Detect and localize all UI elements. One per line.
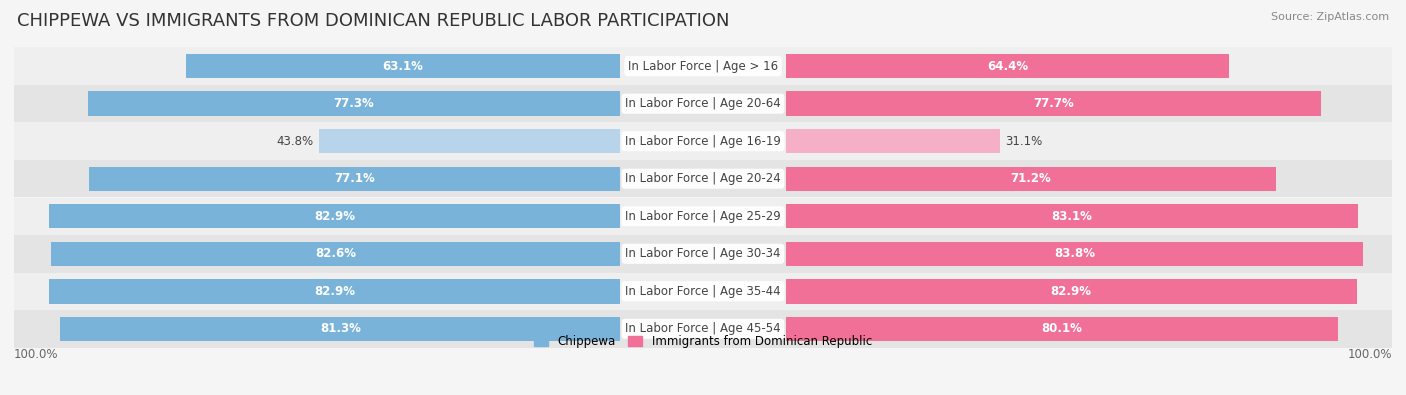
Text: 82.9%: 82.9% <box>1050 285 1091 298</box>
Text: 82.6%: 82.6% <box>315 247 356 260</box>
Bar <box>14 235 1392 273</box>
Text: Source: ZipAtlas.com: Source: ZipAtlas.com <box>1271 12 1389 22</box>
Bar <box>319 129 620 153</box>
Text: 83.1%: 83.1% <box>1052 210 1092 223</box>
Text: CHIPPEWA VS IMMIGRANTS FROM DOMINICAN REPUBLIC LABOR PARTICIPATION: CHIPPEWA VS IMMIGRANTS FROM DOMINICAN RE… <box>17 12 730 30</box>
Bar <box>49 279 620 303</box>
Bar <box>60 317 620 341</box>
Bar <box>14 160 1392 198</box>
Text: In Labor Force | Age 45-54: In Labor Force | Age 45-54 <box>626 322 780 335</box>
Bar <box>786 54 1229 78</box>
Text: 71.2%: 71.2% <box>1011 172 1052 185</box>
Bar <box>51 242 620 266</box>
Text: In Labor Force | Age 20-64: In Labor Force | Age 20-64 <box>626 97 780 110</box>
Text: 80.1%: 80.1% <box>1042 322 1083 335</box>
Bar <box>786 92 1322 116</box>
Bar <box>786 317 1337 341</box>
Bar <box>786 204 1358 228</box>
Legend: Chippewa, Immigrants from Dominican Republic: Chippewa, Immigrants from Dominican Repu… <box>534 335 872 348</box>
Text: 100.0%: 100.0% <box>1347 348 1392 361</box>
Text: 82.9%: 82.9% <box>315 285 356 298</box>
Bar <box>786 129 1000 153</box>
Text: In Labor Force | Age > 16: In Labor Force | Age > 16 <box>628 60 778 73</box>
Bar <box>89 167 620 191</box>
Bar <box>186 54 620 78</box>
Bar <box>14 310 1392 348</box>
Text: 77.3%: 77.3% <box>333 97 374 110</box>
Text: In Labor Force | Age 16-19: In Labor Force | Age 16-19 <box>626 135 780 148</box>
Bar <box>786 167 1277 191</box>
Text: 83.8%: 83.8% <box>1054 247 1095 260</box>
Bar <box>786 242 1362 266</box>
Text: 100.0%: 100.0% <box>14 348 59 361</box>
Text: 31.1%: 31.1% <box>1005 135 1043 148</box>
Text: 81.3%: 81.3% <box>319 322 361 335</box>
Text: 43.8%: 43.8% <box>276 135 314 148</box>
Text: In Labor Force | Age 20-24: In Labor Force | Age 20-24 <box>626 172 780 185</box>
Text: 64.4%: 64.4% <box>987 60 1028 73</box>
Text: In Labor Force | Age 30-34: In Labor Force | Age 30-34 <box>626 247 780 260</box>
Text: In Labor Force | Age 25-29: In Labor Force | Age 25-29 <box>626 210 780 223</box>
Text: 82.9%: 82.9% <box>315 210 356 223</box>
Bar <box>14 85 1392 122</box>
Bar <box>14 47 1392 85</box>
Bar <box>14 122 1392 160</box>
Bar <box>87 92 620 116</box>
Bar <box>49 204 620 228</box>
Bar <box>786 279 1357 303</box>
Bar <box>14 198 1392 235</box>
Bar <box>14 273 1392 310</box>
Text: In Labor Force | Age 35-44: In Labor Force | Age 35-44 <box>626 285 780 298</box>
Text: 77.7%: 77.7% <box>1033 97 1074 110</box>
Text: 77.1%: 77.1% <box>335 172 375 185</box>
Text: 63.1%: 63.1% <box>382 60 423 73</box>
